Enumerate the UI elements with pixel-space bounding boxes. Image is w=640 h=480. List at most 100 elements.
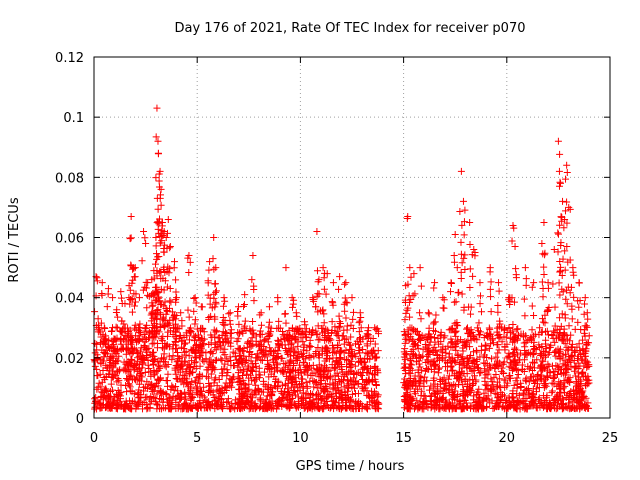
data-point (247, 367, 255, 375)
data-point (448, 324, 456, 332)
data-point (166, 244, 174, 252)
data-point (129, 363, 137, 371)
data-point (217, 344, 225, 352)
data-point (140, 330, 148, 338)
data-point (197, 387, 205, 395)
data-point (155, 395, 163, 403)
data-point (521, 386, 529, 394)
data-point (583, 309, 591, 317)
data-point (293, 354, 301, 362)
data-point (265, 361, 273, 369)
data-point (556, 179, 564, 187)
data-point (584, 404, 592, 412)
data-point (302, 333, 310, 341)
data-point (279, 331, 287, 339)
data-point (459, 405, 467, 413)
data-point (541, 397, 549, 405)
data-point (281, 367, 289, 375)
data-point (544, 374, 552, 382)
x-tick-label: 0 (90, 431, 98, 446)
data-point (239, 371, 247, 379)
data-point (239, 404, 247, 412)
data-point (170, 264, 178, 272)
data-point (312, 303, 320, 311)
data-point (407, 333, 415, 341)
data-point (576, 388, 584, 396)
data-point (153, 405, 161, 413)
data-point (541, 380, 549, 388)
data-point (402, 309, 410, 317)
data-point (461, 375, 469, 383)
data-point (566, 379, 574, 387)
data-point (537, 352, 545, 360)
data-point (492, 353, 500, 361)
data-point (138, 257, 146, 265)
data-point (156, 363, 164, 371)
data-point (324, 387, 332, 395)
data-point (370, 347, 378, 355)
data-point (141, 324, 149, 332)
data-point (420, 398, 428, 406)
data-point (344, 356, 352, 364)
data-point (465, 388, 473, 396)
data-point (300, 368, 308, 376)
data-point (470, 392, 478, 400)
data-point (496, 382, 504, 390)
data-point (227, 357, 235, 365)
data-point (177, 360, 185, 368)
data-point (338, 376, 346, 384)
data-point (148, 388, 156, 396)
data-point (222, 387, 230, 395)
data-point (265, 350, 273, 358)
data-point (530, 279, 538, 287)
data-point (505, 349, 513, 357)
data-point (186, 364, 194, 372)
data-point (234, 344, 242, 352)
data-point (206, 300, 214, 308)
data-point (117, 402, 125, 410)
data-point (477, 292, 485, 300)
data-point (364, 365, 372, 373)
data-point (173, 375, 181, 383)
data-point (181, 374, 189, 382)
data-point (579, 336, 587, 344)
data-point (309, 361, 317, 369)
data-point (488, 397, 496, 405)
data-point (436, 394, 444, 402)
data-point (546, 343, 554, 351)
data-point (167, 405, 175, 413)
data-point (488, 385, 496, 393)
data-point (240, 365, 248, 373)
data-point (211, 376, 219, 384)
data-point (565, 399, 573, 407)
data-point (464, 404, 472, 412)
data-point (509, 401, 517, 409)
data-point (463, 338, 471, 346)
data-point (467, 351, 475, 359)
data-point (197, 349, 205, 357)
data-point (158, 232, 166, 240)
data-point (267, 405, 275, 413)
data-point (334, 372, 342, 380)
data-point (435, 403, 443, 411)
data-point (494, 363, 502, 371)
data-point (269, 388, 277, 396)
data-point (374, 391, 382, 399)
data-point (304, 391, 312, 399)
data-point (120, 336, 128, 344)
data-point (522, 332, 530, 340)
data-point (275, 342, 283, 350)
data-point (463, 324, 471, 332)
data-point (369, 376, 377, 384)
data-point (357, 324, 365, 332)
data-point (582, 322, 590, 330)
data-point (461, 265, 469, 273)
data-point (161, 361, 169, 369)
data-point (337, 354, 345, 362)
data-point (448, 358, 456, 366)
data-point (226, 339, 234, 347)
data-point (209, 255, 217, 263)
data-point (183, 380, 191, 388)
data-point (137, 369, 145, 377)
data-point (250, 405, 258, 413)
